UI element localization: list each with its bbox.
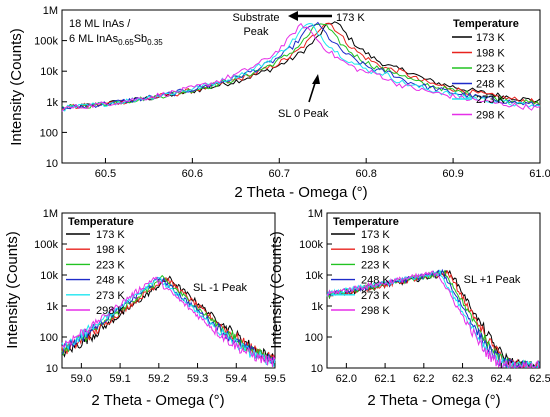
x-tick-label: 59.1 — [109, 373, 130, 385]
legend-entry-label: 223 K — [476, 63, 505, 75]
legend-title: Temperature — [68, 216, 134, 228]
temperature-arrow-head — [288, 11, 298, 21]
legend-entry-label: 198 K — [96, 244, 125, 256]
y-tick-label: 10 — [46, 158, 58, 170]
legend-entry-label: 298 K — [476, 110, 505, 122]
x-tick-label: 59.0 — [71, 373, 92, 385]
y-tick-label: 1k — [311, 301, 323, 313]
y-tick-label: 1M — [308, 208, 323, 220]
y-tick-label: 10 — [311, 363, 323, 375]
x-tick-label: 59.5 — [264, 373, 285, 385]
panel-sl-plus1: 62.0 62.1 62.2 62.3 62.4 62.5 10 100 1k 10k 100k 1M… — [268, 208, 550, 409]
series-248k-line — [61, 276, 276, 364]
x-tick-label: 61.0 — [529, 168, 550, 180]
legend-entry-label: 173 K — [476, 32, 505, 44]
sample-label-line1: 18 ML InAs / — [69, 18, 131, 30]
x-tick-label: 62.4 — [491, 373, 512, 385]
series-group — [61, 21, 541, 112]
legend-entry-label: 248 K — [361, 275, 390, 287]
tick-group: 62.0 62.1 62.2 62.3 62.4 62.5 10 100 1k 10k 100k 1M — [299, 208, 550, 385]
legend: Temperature 173 K 198 K 223 K 248 K 273 K 298… — [452, 18, 519, 122]
legend-entry-label: 298 K — [361, 305, 390, 317]
x-tick-label: 59.2 — [148, 373, 169, 385]
y-axis-label: Intensity (Counts) — [4, 231, 21, 349]
x-tick-label: 62.2 — [413, 373, 434, 385]
y-tick-label: 1k — [46, 97, 58, 109]
y-tick-label: 100 — [40, 332, 58, 344]
y-tick-label: 100 — [40, 127, 58, 139]
x-tick-label: 62.0 — [336, 373, 357, 385]
legend: Temperature 173 K 198 K 223 K 248 K 273 K 298… — [66, 216, 134, 317]
legend-title: Temperature — [453, 18, 519, 30]
legend-entry-label: 273 K — [96, 290, 125, 302]
substrate-peak-label-line2: Peak — [243, 26, 269, 38]
x-tick-label: 60.8 — [355, 168, 376, 180]
legend-entry-label: 223 K — [96, 259, 125, 271]
series-group — [326, 268, 541, 369]
y-tick-label: 1M — [43, 5, 58, 17]
sl0-peak-label: SL 0 Peak — [278, 108, 329, 120]
legend-entry-label: 248 K — [96, 275, 125, 287]
series-298k-line — [61, 22, 541, 112]
sample-label-line2: 6 ML InAs0.65Sb0.35 — [69, 33, 163, 47]
plot-frame — [61, 9, 541, 164]
y-tick-label: 100k — [299, 239, 323, 251]
x-axis-label: 2 Theta - Omega (°) — [367, 392, 500, 409]
legend-entry-label: 248 K — [476, 79, 505, 91]
y-tick-label: 10 — [46, 363, 58, 375]
y-tick-label: 10k — [305, 270, 323, 282]
y-tick-label: 1M — [43, 208, 58, 220]
legend-entry-label: 198 K — [476, 48, 505, 60]
legend-entry-label: 273 K — [361, 290, 390, 302]
x-axis-label: 2 Theta - Omega (°) — [91, 392, 224, 409]
x-axis-label: 2 Theta - Omega (°) — [234, 184, 367, 201]
plot-frame — [61, 212, 276, 369]
temperature-arrow-label: 173 K — [336, 12, 365, 24]
legend-entry-label: 223 K — [361, 259, 390, 271]
x-tick-label: 60.9 — [442, 168, 463, 180]
sl-minus1-peak-label: SL -1 Peak — [193, 282, 248, 294]
series-298k-line — [61, 276, 276, 367]
x-tick-label: 59.3 — [187, 373, 208, 385]
x-tick-label: 60.5 — [95, 168, 116, 180]
x-tick-label: 62.1 — [374, 373, 395, 385]
x-tick-label: 59.4 — [226, 373, 247, 385]
legend: Temperature 173 K 198 K 223 K 248 K 273 K 298… — [331, 216, 399, 317]
panel-main-peak: 60.5 60.6 60.7 60.8 60.9 61.0 10 100 1k 10k 100k 1M… — [8, 5, 550, 201]
y-axis-label: Intensity (Counts) — [8, 28, 25, 146]
sl-plus1-peak-label: SL +1 Peak — [464, 274, 521, 286]
x-tick-label: 60.7 — [269, 168, 290, 180]
substrate-peak-label-line1: Substrate — [232, 12, 279, 24]
y-tick-label: 100k — [34, 36, 58, 48]
series-273k-line — [326, 269, 541, 369]
series-298k-line — [326, 270, 540, 369]
legend-entry-label: 173 K — [96, 229, 125, 241]
tick-group: 59.0 59.1 59.2 59.3 59.4 59.5 10 100 1k 10k 100k 1M — [34, 208, 286, 385]
plot-frame — [326, 212, 541, 369]
y-tick-label: 10k — [40, 66, 58, 78]
legend-title: Temperature — [333, 216, 399, 228]
y-tick-label: 100k — [34, 239, 58, 251]
x-tick-label: 60.6 — [182, 168, 203, 180]
series-group — [61, 274, 276, 367]
tick-group: 60.5 60.6 60.7 60.8 60.9 61.0 10 100 1k 10k 100k 1M — [34, 5, 550, 180]
x-tick-label: 62.5 — [529, 373, 550, 385]
y-axis-label: Intensity (Counts) — [268, 231, 285, 349]
legend-entry-label: 298 K — [96, 305, 125, 317]
x-tick-label: 62.3 — [452, 373, 473, 385]
panel-sl-minus1: 59.0 59.1 59.2 59.3 59.4 59.5 10 100 1k 10k 100k 1M… — [4, 208, 286, 409]
legend-entry-label: 273 K — [476, 94, 505, 106]
legend-entry-label: 198 K — [361, 244, 390, 256]
legend-entry-label: 173 K — [361, 229, 390, 241]
y-tick-label: 100 — [305, 332, 323, 344]
y-tick-label: 1k — [46, 301, 58, 313]
sl0-arrow-head — [312, 74, 320, 84]
y-tick-label: 10k — [40, 270, 58, 282]
